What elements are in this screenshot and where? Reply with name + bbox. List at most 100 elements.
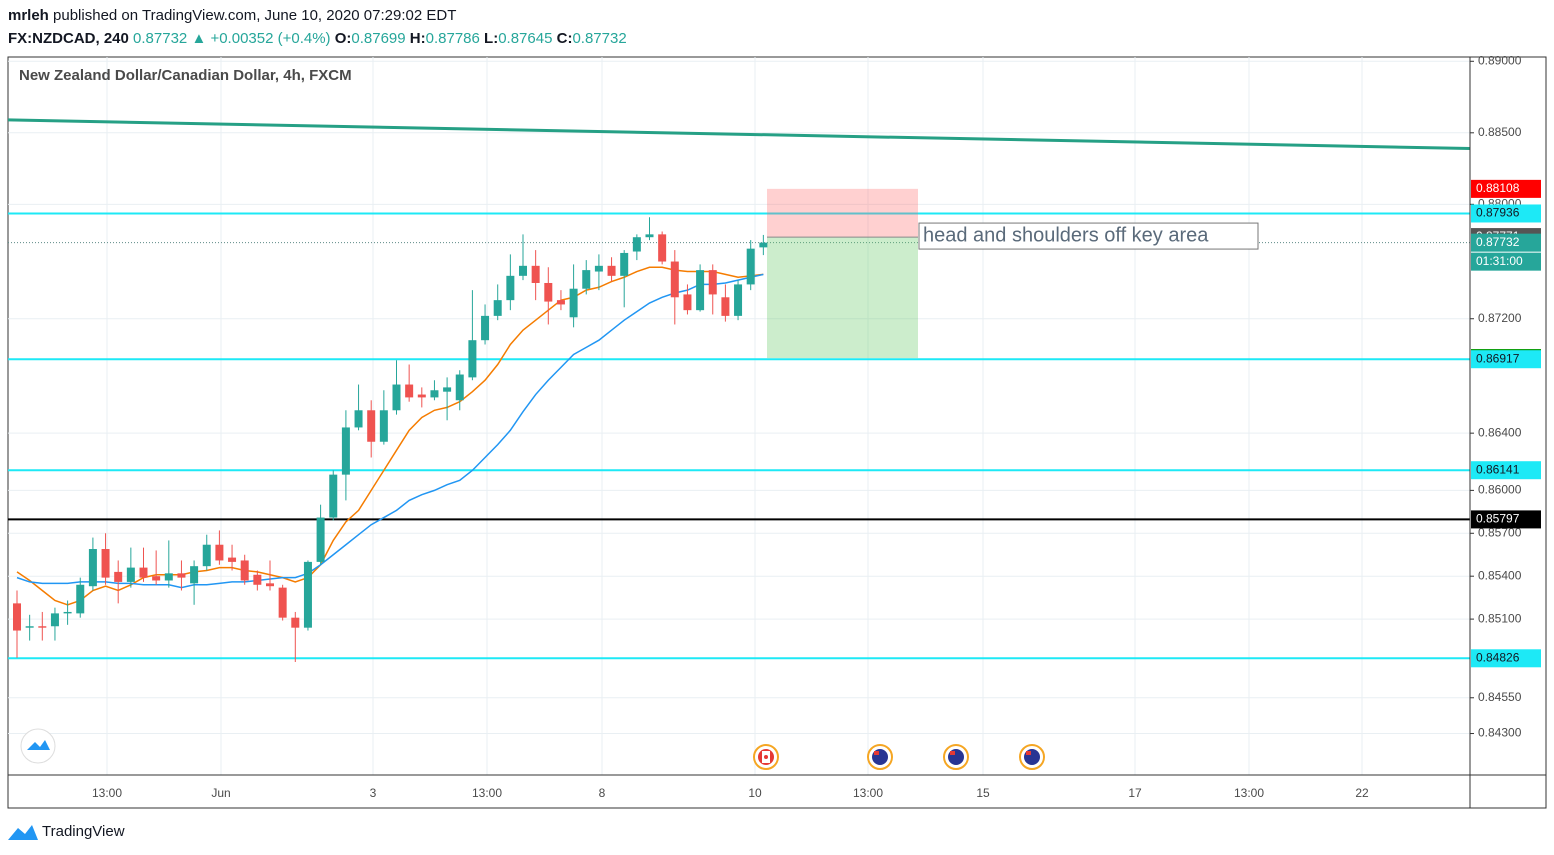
price-tag [1471,649,1541,668]
candle-body [670,261,679,298]
candle-body [430,390,439,398]
candle-body [531,265,540,283]
countdown-tag [1471,252,1541,271]
moving-average [16,273,764,589]
candle-body [379,410,388,442]
candle-body [468,340,477,378]
x-tick-label: 22 [1355,786,1369,800]
candle-body [63,611,72,614]
price-tag-label: 0.88108 [1476,181,1520,195]
price-tag-label: 0.84826 [1476,650,1520,664]
candle-body [708,270,717,295]
price-tag [1471,510,1541,529]
brand-logo [8,825,38,840]
candle-body [152,576,161,581]
price-tag [1471,233,1541,252]
candle-body [405,384,414,398]
x-tick-label: 3 [370,786,377,800]
candle-body [493,300,502,316]
candle-body [316,517,325,562]
event-icon [753,744,779,770]
price-tag-label: 0.86141 [1476,462,1520,476]
annotation: head and shoulders off key area [923,224,1209,246]
event-icons [753,744,1045,770]
y-tick-label: 0.87200 [1478,311,1522,325]
candle-body [658,234,667,262]
candle-body [734,284,743,316]
candle-body [607,265,616,276]
candle-body [139,567,148,578]
candle-body [367,410,376,442]
y-tick-label: 0.85400 [1478,568,1522,582]
candle-body [341,427,350,475]
x-tick-label: 15 [976,786,990,800]
y-tick-label: 0.86400 [1478,425,1522,439]
candle-body [202,544,211,567]
candle-body [721,297,730,316]
ohlc-value: 0.87786 [426,30,480,47]
x-tick-label: 13:00 [92,786,122,800]
candle-body [645,234,654,238]
candle-body [354,410,363,428]
x-tick-label: 13:00 [853,786,883,800]
candle-body [266,583,274,587]
stop-zone [767,188,918,238]
candle-body [443,387,452,392]
event-icon [867,744,893,770]
candle-body [544,282,553,302]
y-tick-label: 0.84550 [1478,690,1522,704]
candle-body [228,557,237,562]
moving-average [16,266,764,606]
price-tag [1471,204,1541,223]
ohlc-key: L: [484,30,498,47]
candle-body [25,626,34,628]
candle-body [88,549,97,587]
candle-body [594,265,603,272]
candle-body [582,270,591,289]
price-tag-label: 0.86917 [1476,351,1520,365]
ohlc-value: 0.87645 [498,30,552,47]
candle-body [417,394,426,398]
candle-body [620,252,629,276]
ohlc-key: H: [410,30,426,47]
candle-body [50,613,59,627]
chart-title: New Zealand Dollar/Canadian Dollar, 4h, … [19,67,352,84]
y-tick-label: 0.85700 [1478,525,1522,539]
candle-body [569,288,578,318]
candle-body [455,374,464,401]
author: mrleh [8,7,49,24]
x-tick-label: 13:00 [1234,786,1264,800]
candle-body [215,544,224,561]
published: published on TradingView.com, June 10, 2… [53,7,456,24]
y-tick-label: 0.85100 [1478,611,1522,625]
x-tick-label: 13:00 [472,786,502,800]
candle-body [696,270,705,311]
price-tag-label: 0.85797 [1476,512,1520,526]
symbol: FX:NZDCAD, 240 [8,30,129,47]
price-tag [1471,179,1541,198]
y-tick-label: 0.84300 [1478,726,1522,740]
candle-body [114,571,123,582]
candle-body [481,315,490,341]
candle-body [126,567,135,582]
candle-body [759,242,768,248]
candle-body [329,474,338,518]
target-zone [767,237,918,359]
candle-body [519,265,527,276]
symbol-line: FX:NZDCAD, 240 0.87732 ▲ +0.00352 (+0.4%… [8,30,627,47]
chart-frame [7,56,1547,809]
candle-body [101,549,110,578]
candle-body [240,560,249,581]
candle-body [506,275,515,301]
candle-body [392,384,401,411]
event-icon [943,744,969,770]
pane-logo [20,728,56,764]
event-icon [1019,744,1045,770]
change: ▲ +0.00352 (+0.4%) [191,30,330,47]
last-price: 0.87732 [133,30,187,47]
candle-body [746,248,755,285]
brand: TradingView [42,823,125,840]
candle-body [38,626,47,628]
ohlc-value: 0.87732 [572,30,626,47]
